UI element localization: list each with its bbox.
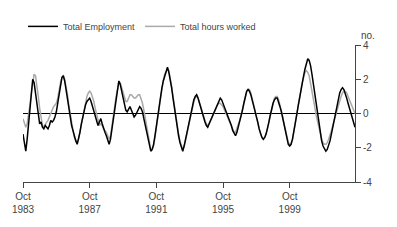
svg-text:Total Employment: Total Employment	[63, 22, 135, 32]
svg-text:Oct1983: Oct1983	[12, 191, 35, 215]
svg-text:0: 0	[363, 108, 369, 119]
svg-text:Oct1987: Oct1987	[79, 191, 102, 215]
svg-text:2: 2	[363, 74, 369, 85]
svg-text:Oct1999: Oct1999	[279, 191, 302, 215]
svg-text:no.: no.	[361, 30, 375, 41]
svg-text:Oct1995: Oct1995	[212, 191, 235, 215]
svg-text:-2: -2	[363, 142, 372, 153]
svg-text:-4: -4	[363, 177, 372, 188]
svg-text:Total hours worked: Total hours worked	[180, 22, 256, 32]
svg-text:Oct1991: Oct1991	[145, 191, 168, 215]
svg-text:4: 4	[363, 40, 369, 51]
